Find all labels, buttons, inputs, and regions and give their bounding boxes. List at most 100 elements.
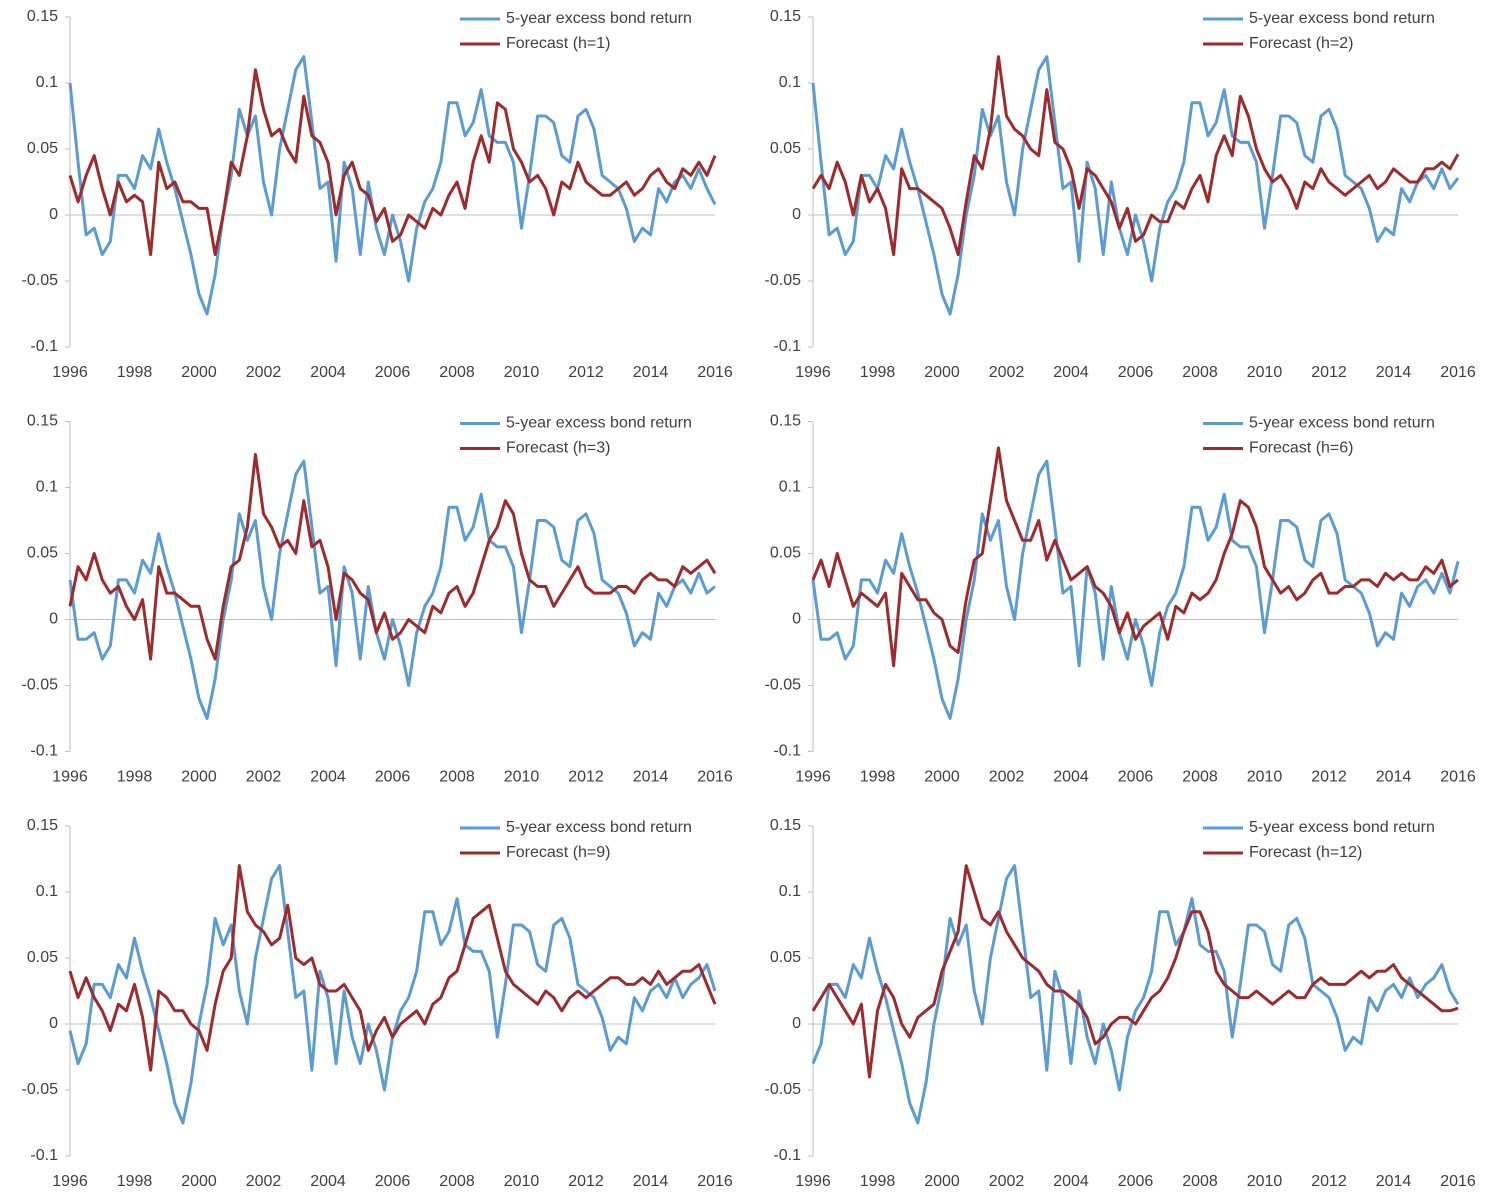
x-tick-label: 2002 — [246, 769, 282, 786]
x-tick-label: 2016 — [697, 364, 733, 381]
x-tick-label: 2006 — [375, 769, 411, 786]
x-tick-label: 2014 — [633, 769, 669, 786]
y-tick-label: -0.1 — [773, 338, 801, 355]
x-tick-label: 2004 — [310, 364, 346, 381]
legend-label: 5-year excess bond return — [506, 415, 692, 432]
y-tick-label: -0.1 — [773, 743, 801, 760]
series-line — [68, 55, 717, 316]
y-tick-label: -0.05 — [765, 272, 802, 289]
x-tick-label: 2004 — [310, 769, 346, 786]
y-tick-label: 0 — [792, 206, 801, 223]
y-tick-label: 0 — [49, 1015, 58, 1032]
legend-label: Forecast (h=1) — [506, 35, 610, 52]
x-tick-label: 2012 — [1311, 1173, 1347, 1190]
x-tick-label: 2012 — [1311, 364, 1347, 381]
series-line — [811, 55, 1460, 257]
x-tick-label: 1998 — [860, 1173, 896, 1190]
y-tick-label: -0.05 — [22, 272, 59, 289]
x-tick-label: 2000 — [181, 1173, 217, 1190]
legend-label: 5-year excess bond return — [1249, 10, 1435, 27]
x-tick-label: 2004 — [310, 1173, 346, 1190]
x-tick-label: 2010 — [1247, 1173, 1283, 1190]
y-tick-label: 0.15 — [27, 817, 58, 834]
legend-label: 5-year excess bond return — [1249, 415, 1435, 432]
x-tick-label: 1996 — [795, 364, 831, 381]
x-tick-label: 2006 — [1118, 1173, 1154, 1190]
y-tick-label: 0.1 — [36, 74, 58, 91]
x-tick-label: 2016 — [697, 1173, 733, 1190]
x-tick-label: 2008 — [439, 1173, 475, 1190]
x-tick-label: 2002 — [989, 769, 1025, 786]
x-tick-label: 2000 — [924, 364, 960, 381]
x-tick-label: 2000 — [181, 769, 217, 786]
x-tick-label: 2014 — [1376, 1173, 1412, 1190]
legend-label: Forecast (h=3) — [506, 440, 610, 457]
y-tick-label: 0.15 — [27, 8, 58, 25]
x-tick-label: 2006 — [1118, 364, 1154, 381]
x-tick-label: 2014 — [1376, 364, 1412, 381]
series-line — [68, 864, 717, 1072]
legend-label: Forecast (h=12) — [1249, 844, 1362, 861]
x-tick-label: 2002 — [989, 1173, 1025, 1190]
series-line — [811, 459, 1460, 720]
x-tick-label: 1998 — [860, 364, 896, 381]
legend-label: 5-year excess bond return — [506, 10, 692, 27]
y-tick-label: 0.05 — [27, 545, 58, 562]
x-tick-label: 2008 — [1182, 769, 1218, 786]
x-tick-label: 2016 — [697, 769, 733, 786]
y-tick-label: -0.05 — [765, 677, 802, 694]
x-tick-label: 2014 — [633, 1173, 669, 1190]
legend-label: 5-year excess bond return — [1249, 819, 1435, 836]
x-tick-label: 2008 — [1182, 364, 1218, 381]
y-tick-label: 0 — [49, 611, 58, 628]
x-tick-label: 2016 — [1440, 1173, 1476, 1190]
y-tick-label: -0.1 — [30, 338, 58, 355]
y-tick-label: 0.1 — [36, 479, 58, 496]
y-tick-label: -0.1 — [30, 743, 58, 760]
series-line — [811, 446, 1459, 668]
x-tick-label: 2008 — [439, 769, 475, 786]
x-tick-label: 2004 — [1053, 769, 1089, 786]
x-tick-label: 2014 — [1376, 769, 1412, 786]
x-tick-label: 2008 — [1182, 1173, 1218, 1190]
x-tick-label: 2012 — [1311, 769, 1347, 786]
x-tick-label: 1996 — [52, 364, 88, 381]
series-line — [68, 459, 716, 720]
x-tick-label: 2010 — [1247, 364, 1283, 381]
legend-label: Forecast (h=6) — [1249, 440, 1353, 457]
y-tick-label: 0.15 — [770, 8, 801, 25]
y-tick-label: 0.05 — [770, 545, 801, 562]
x-tick-label: 1998 — [117, 1173, 153, 1190]
x-tick-label: 2002 — [246, 364, 282, 381]
y-tick-label: -0.1 — [30, 1147, 58, 1164]
x-tick-label: 2012 — [568, 769, 604, 786]
x-tick-label: 1996 — [52, 1173, 88, 1190]
legend-label: Forecast (h=9) — [506, 844, 610, 861]
x-tick-label: 2002 — [246, 1173, 282, 1190]
series-line — [68, 864, 717, 1125]
x-tick-label: 2010 — [504, 1173, 540, 1190]
y-tick-label: 0 — [792, 1015, 801, 1032]
x-tick-label: 2002 — [989, 364, 1025, 381]
y-tick-label: -0.1 — [773, 1147, 801, 1164]
x-tick-label: 2000 — [924, 1173, 960, 1190]
x-tick-label: 2012 — [568, 1173, 604, 1190]
x-tick-label: 2016 — [1440, 364, 1476, 381]
legend-label: Forecast (h=2) — [1249, 35, 1353, 52]
y-tick-label: 0.05 — [27, 949, 58, 966]
x-tick-label: 2006 — [375, 1173, 411, 1190]
series-line — [68, 68, 717, 257]
y-tick-label: 0 — [49, 206, 58, 223]
x-tick-label: 2014 — [633, 364, 669, 381]
x-tick-label: 1998 — [117, 769, 153, 786]
y-tick-label: 0.1 — [36, 883, 58, 900]
y-tick-label: 0.15 — [770, 817, 801, 834]
x-tick-label: 2010 — [1247, 769, 1283, 786]
x-tick-label: 1998 — [117, 364, 153, 381]
y-tick-label: 0.05 — [27, 140, 58, 157]
y-tick-label: -0.05 — [22, 677, 59, 694]
y-tick-label: 0.1 — [779, 74, 801, 91]
x-tick-label: 1998 — [860, 769, 896, 786]
y-tick-label: 0.1 — [779, 883, 801, 900]
